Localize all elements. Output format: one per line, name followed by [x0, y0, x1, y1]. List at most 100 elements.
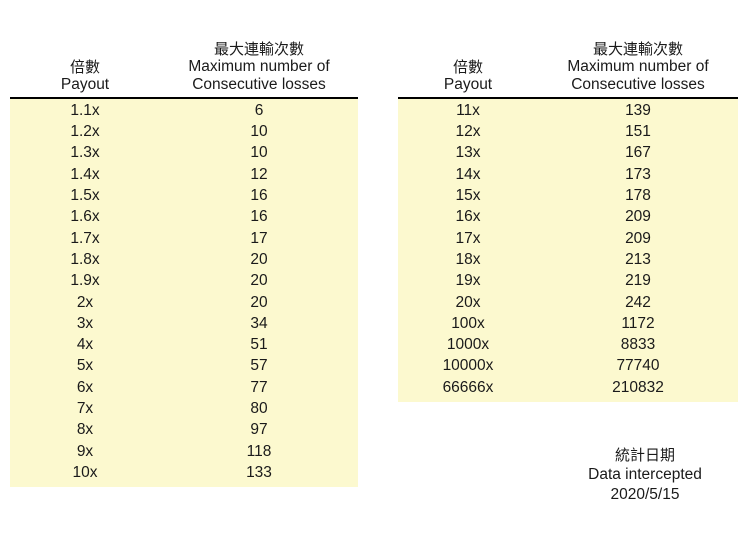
cell-consecutive-losses: 77740: [616, 357, 660, 375]
cell-payout: 13x: [455, 144, 481, 162]
cell-payout: 1.2x: [70, 123, 100, 141]
column-header-payout-right: 倍數 Payout: [398, 59, 538, 97]
table-row: 1.3x 10: [10, 143, 358, 164]
cell-payout: 1.1x: [70, 101, 100, 119]
table-row: 12x 151: [398, 121, 738, 142]
table-row: 1.5x 16: [10, 185, 358, 206]
cell-consecutive-losses: 16: [250, 187, 268, 205]
table-row: 9x 118: [10, 441, 358, 462]
column-header-losses-en-line2-right: Consecutive losses: [571, 76, 705, 94]
cell-payout: 1.7x: [70, 229, 100, 247]
cell-consecutive-losses: 17: [250, 229, 268, 247]
column-header-losses-en-line1-left: Maximum number of: [188, 58, 330, 76]
column-header-payout-en-left: Payout: [60, 76, 110, 94]
table-row: 7x 80: [10, 398, 358, 419]
cell-consecutive-losses: 167: [625, 144, 651, 162]
cell-payout: 10000x: [442, 357, 494, 375]
table-row: 1.9x 20: [10, 270, 358, 291]
footer-label-cn: 統計日期: [614, 447, 675, 464]
cell-payout: 1.9x: [70, 272, 100, 290]
column-header-losses-left: 最大連輸次數 Maximum number of Consecutive los…: [160, 41, 358, 97]
table-row: 13x 167: [398, 143, 738, 164]
cell-payout: 100x: [451, 314, 485, 332]
cell-consecutive-losses: 8833: [620, 336, 656, 354]
table-body-right: 11x 139 12x 151 13x 167 14x 173 15x 178 16x 209 17x 2…: [398, 99, 738, 403]
footer-label-en: Data intercepted: [588, 466, 702, 484]
table-row: 2x 20: [10, 292, 358, 313]
cell-payout: 10x: [72, 463, 98, 481]
table-row: 10000x 77740: [398, 356, 738, 377]
cell-payout: 20x: [455, 293, 481, 311]
cell-payout: 15x: [455, 187, 481, 205]
cell-consecutive-losses: 219: [625, 272, 651, 290]
table-row: 19x 219: [398, 270, 738, 291]
cell-consecutive-losses: 97: [250, 421, 268, 439]
table-row: 66666x 210832: [398, 377, 738, 398]
cell-payout: 14x: [455, 165, 481, 183]
cell-payout: 6x: [76, 378, 94, 396]
cell-consecutive-losses: 12: [250, 165, 268, 183]
table-header-row-right: 倍數 Payout 最大連輸次數 Maximum number of Conse…: [398, 14, 738, 99]
cell-consecutive-losses: 51: [250, 336, 268, 354]
table-row: 5x 57: [10, 356, 358, 377]
table-row: 3x 34: [10, 313, 358, 334]
column-header-losses-right: 最大連輸次數 Maximum number of Consecutive los…: [538, 41, 738, 97]
cell-consecutive-losses: 151: [625, 123, 651, 141]
cell-payout: 1.6x: [70, 208, 100, 226]
table-row: 1.2x 10: [10, 121, 358, 142]
cell-payout: 5x: [76, 357, 94, 375]
table-row: 1000x 8833: [398, 334, 738, 355]
cell-consecutive-losses: 1172: [621, 314, 655, 332]
table-row: 1.7x 17: [10, 228, 358, 249]
table-row: 18x 213: [398, 249, 738, 270]
cell-payout: 1.8x: [70, 250, 100, 268]
cell-payout: 66666x: [442, 378, 494, 396]
payout-loss-table-right: 倍數 Payout 最大連輸次數 Maximum number of Conse…: [398, 14, 738, 403]
cell-consecutive-losses: 77: [250, 378, 268, 396]
cell-consecutive-losses: 178: [625, 187, 651, 205]
cell-consecutive-losses: 20: [250, 293, 268, 311]
cell-consecutive-losses: 209: [625, 208, 651, 226]
table-row: 1.6x 16: [10, 206, 358, 227]
cell-consecutive-losses: 210832: [612, 378, 664, 396]
cell-consecutive-losses: 34: [250, 314, 268, 332]
cell-consecutive-losses: 173: [625, 165, 651, 183]
payout-loss-table-left: 倍數 Payout 最大連輸次數 Maximum number of Conse…: [10, 14, 358, 488]
column-header-payout-en-right: Payout: [443, 76, 493, 94]
cell-payout: 17x: [455, 229, 481, 247]
table-row: 4x 51: [10, 334, 358, 355]
data-intercepted-note: 統計日期 Data intercepted 2020/5/15: [530, 446, 754, 505]
cell-consecutive-losses: 20: [250, 272, 268, 290]
footer-date: 2020/5/15: [610, 486, 680, 504]
cell-payout: 18x: [455, 250, 481, 268]
cell-payout: 1.3x: [70, 144, 100, 162]
table-row: 10x 133: [10, 462, 358, 483]
cell-payout: 3x: [76, 314, 94, 332]
table-row: 14x 173: [398, 164, 738, 185]
column-header-losses-cn-left: 最大連輸次數: [213, 40, 304, 58]
column-header-payout-cn-right: 倍數: [452, 58, 483, 76]
table-body-left: 1.1x 6 1.2x 10 1.3x 10 1.4x 12 1.5x 16 1.6x 16 1.7x 1…: [10, 99, 358, 488]
cell-payout: 16x: [455, 208, 481, 226]
cell-consecutive-losses: 10: [250, 123, 268, 141]
cell-payout: 7x: [76, 400, 94, 418]
cell-consecutive-losses: 80: [250, 400, 268, 418]
table-row: 100x 1172: [398, 313, 738, 334]
cell-payout: 11x: [456, 101, 480, 119]
table-row: 1.8x 20: [10, 249, 358, 270]
table-row: 15x 178: [398, 185, 738, 206]
column-header-losses-en-line1-right: Maximum number of: [567, 58, 709, 76]
cell-consecutive-losses: 6: [254, 101, 264, 119]
table-row: 20x 242: [398, 292, 738, 313]
cell-payout: 19x: [455, 272, 481, 290]
cell-payout: 1000x: [446, 336, 490, 354]
cell-payout: 9x: [76, 442, 94, 460]
cell-consecutive-losses: 16: [250, 208, 268, 226]
cell-payout: 4x: [76, 336, 94, 354]
cell-payout: 1.4x: [70, 165, 100, 183]
cell-consecutive-losses: 20: [250, 250, 268, 268]
table-row: 6x 77: [10, 377, 358, 398]
cell-consecutive-losses: 242: [625, 293, 651, 311]
column-header-losses-cn-right: 最大連輸次數: [592, 40, 683, 58]
column-header-payout-left: 倍數 Payout: [10, 59, 160, 97]
